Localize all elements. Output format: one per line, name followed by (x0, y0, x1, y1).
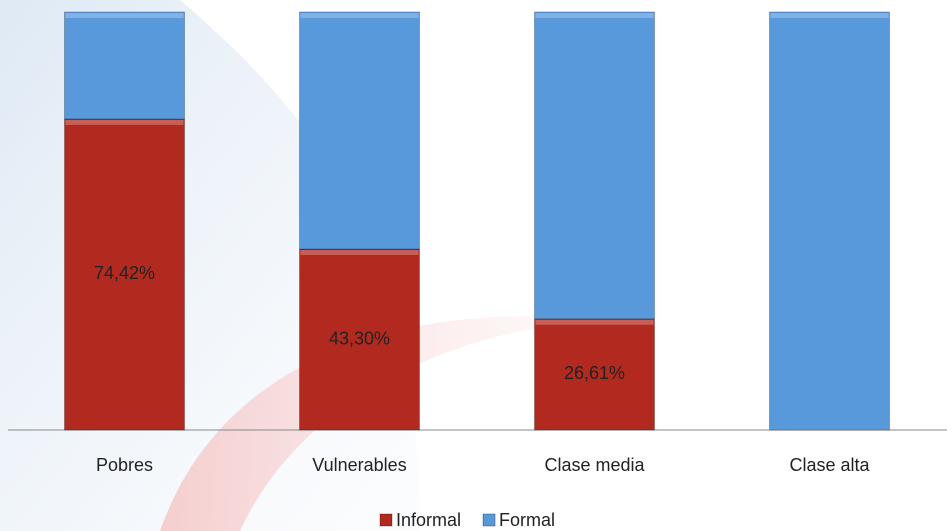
bar-segment (299, 248, 420, 431)
x-tick-label: Clase media (544, 455, 645, 475)
legend-swatch (379, 513, 393, 527)
x-tick-label: Vulnerables (312, 455, 406, 475)
background-swoosh (160, 316, 600, 531)
bar-segment (64, 11, 185, 120)
bar-highlight (300, 13, 419, 18)
bar-highlight (300, 250, 419, 256)
bar-segment (534, 11, 655, 320)
legend-label: Formal (499, 510, 555, 530)
legend-label: Informal (396, 510, 461, 530)
bar-highlight (770, 13, 889, 18)
value-label: 74,42% (94, 263, 155, 283)
legend-swatch (482, 513, 496, 527)
x-tick-label: Pobres (96, 455, 153, 475)
value-label: 43,30% (329, 328, 390, 348)
bar-highlight (535, 13, 654, 18)
bar-segment (534, 318, 655, 431)
x-tick-label: Clase alta (789, 455, 870, 475)
bar-segment (299, 11, 420, 250)
bar-segment (64, 118, 185, 431)
value-label: 26,61% (564, 363, 625, 383)
bar-highlight (65, 13, 184, 18)
bar-highlight (65, 119, 184, 125)
bar-segment (769, 11, 890, 431)
bar-highlight (535, 319, 654, 325)
